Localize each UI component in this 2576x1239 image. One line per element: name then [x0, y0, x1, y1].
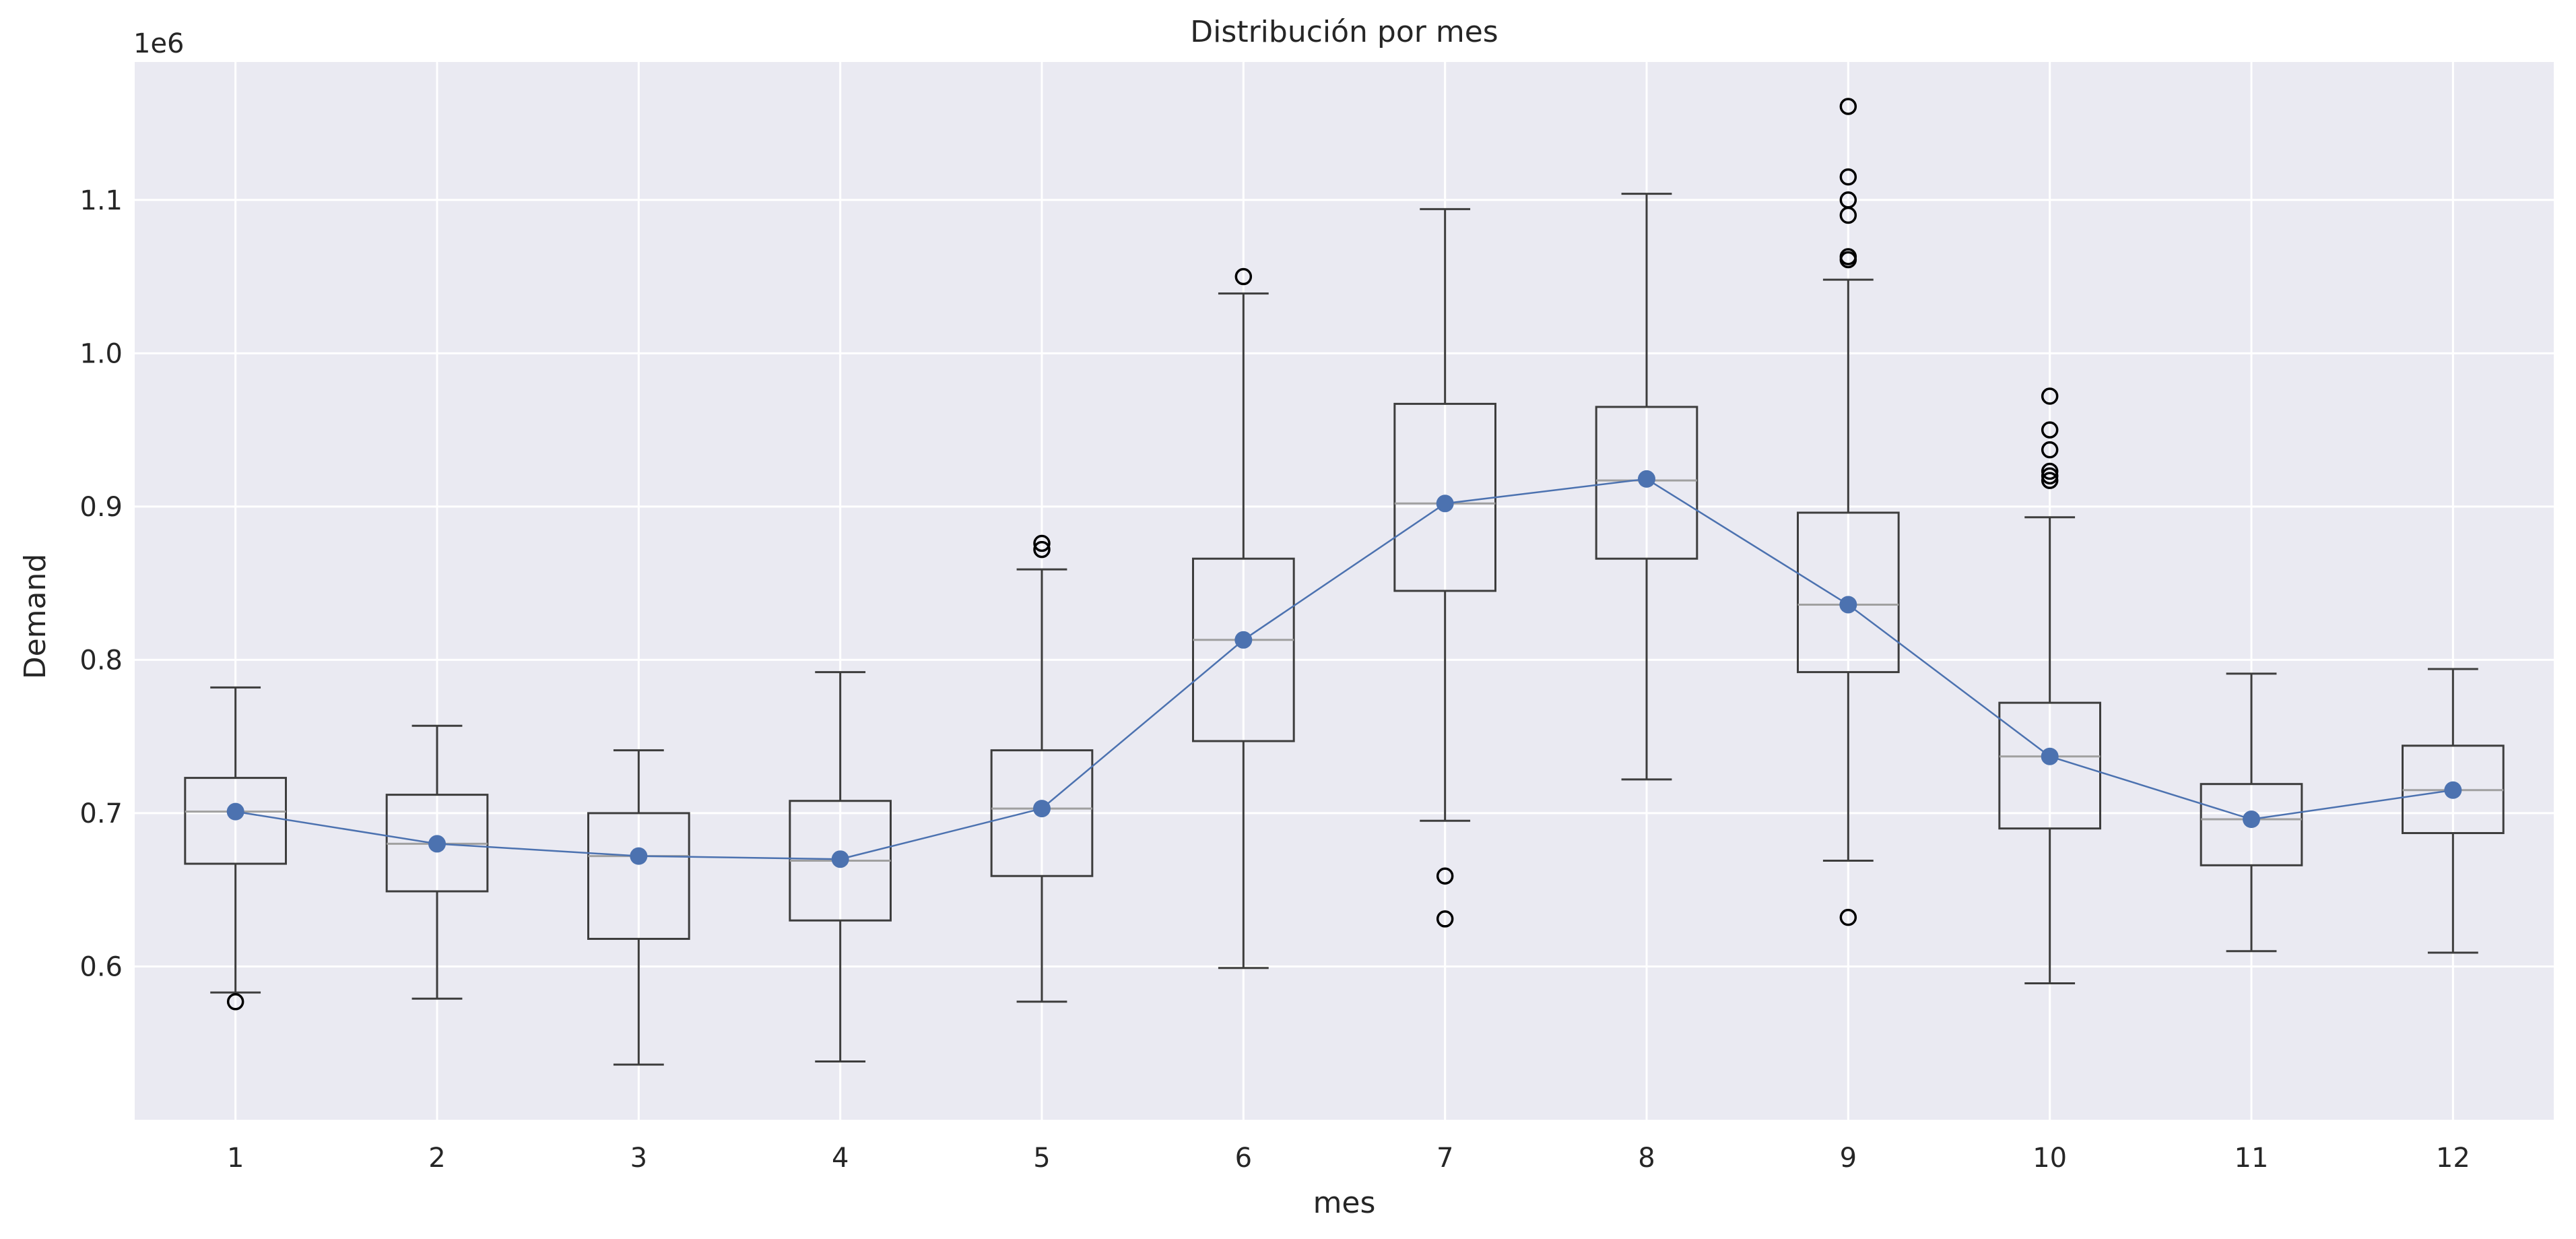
trend-point: [1839, 596, 1857, 614]
trend-point: [1033, 800, 1051, 818]
x-tick-label: 9: [1840, 1143, 1857, 1174]
trend-line: [235, 478, 2453, 860]
x-tick-label: 6: [1235, 1143, 1252, 1174]
x-tick-label: 12: [2436, 1143, 2470, 1174]
trend-point: [2041, 747, 2059, 765]
x-tick-label: 3: [630, 1143, 647, 1174]
outlier-point: [2041, 462, 2059, 480]
box-body: [184, 777, 288, 865]
box-body: [1192, 557, 1295, 742]
outlier-point: [1436, 910, 1454, 928]
box-body: [1998, 701, 2101, 830]
y-tick-label: 0.7: [79, 798, 123, 829]
outlier-point: [2041, 467, 2059, 485]
trend-point: [1234, 631, 1253, 649]
outlier-point: [1839, 908, 1857, 926]
outlier-point: [1839, 98, 1857, 115]
outlier-point: [2041, 441, 2059, 459]
x-tick-label: 1: [227, 1143, 244, 1174]
y-tick-label: 1.0: [79, 338, 123, 369]
outlier-point: [1234, 267, 1253, 286]
x-tick-label: 10: [2033, 1143, 2067, 1174]
box-body: [1595, 406, 1698, 560]
x-tick-label: 7: [1436, 1143, 1453, 1174]
x-axis-label: mes: [1313, 1186, 1376, 1220]
trend-point: [1436, 495, 1454, 513]
plot-background: [135, 62, 2554, 1120]
outlier-point: [1839, 191, 1857, 209]
box-body: [2200, 783, 2303, 866]
box-body: [990, 749, 1094, 877]
outlier-point: [1839, 248, 1857, 265]
y-tick-label: 0.9: [79, 492, 123, 523]
trend-point: [2444, 781, 2462, 799]
outlier-point: [2041, 472, 2059, 489]
outlier-point: [2041, 387, 2059, 405]
trend-point: [630, 847, 648, 865]
trend-point: [226, 802, 244, 821]
y-offset-label: 1e6: [133, 28, 185, 59]
box-body: [587, 812, 690, 941]
trend-point: [831, 850, 849, 868]
y-axis-label: Demand: [18, 554, 53, 680]
x-tick-label: 11: [2235, 1143, 2269, 1174]
trend-point: [1638, 470, 1655, 488]
x-tick-label: 2: [428, 1143, 445, 1174]
outlier-point: [1033, 534, 1051, 552]
y-tick-label: 0.6: [79, 951, 123, 982]
outlier-point: [1033, 540, 1051, 559]
trend-point: [2243, 811, 2260, 829]
y-tick-label: 0.8: [79, 645, 123, 676]
chart-title: Distribución por mes: [1190, 15, 1498, 49]
outlier-point: [1839, 168, 1857, 186]
outlier-point: [1436, 867, 1454, 885]
trend-point: [428, 835, 446, 853]
outlier-point: [2041, 421, 2059, 439]
x-tick-label: 4: [832, 1143, 849, 1174]
y-tick-label: 1.1: [79, 185, 123, 216]
box-body: [1797, 511, 1900, 674]
x-tick-label: 8: [1638, 1143, 1655, 1174]
outlier-point: [226, 993, 244, 1011]
x-tick-label: 5: [1033, 1143, 1050, 1174]
